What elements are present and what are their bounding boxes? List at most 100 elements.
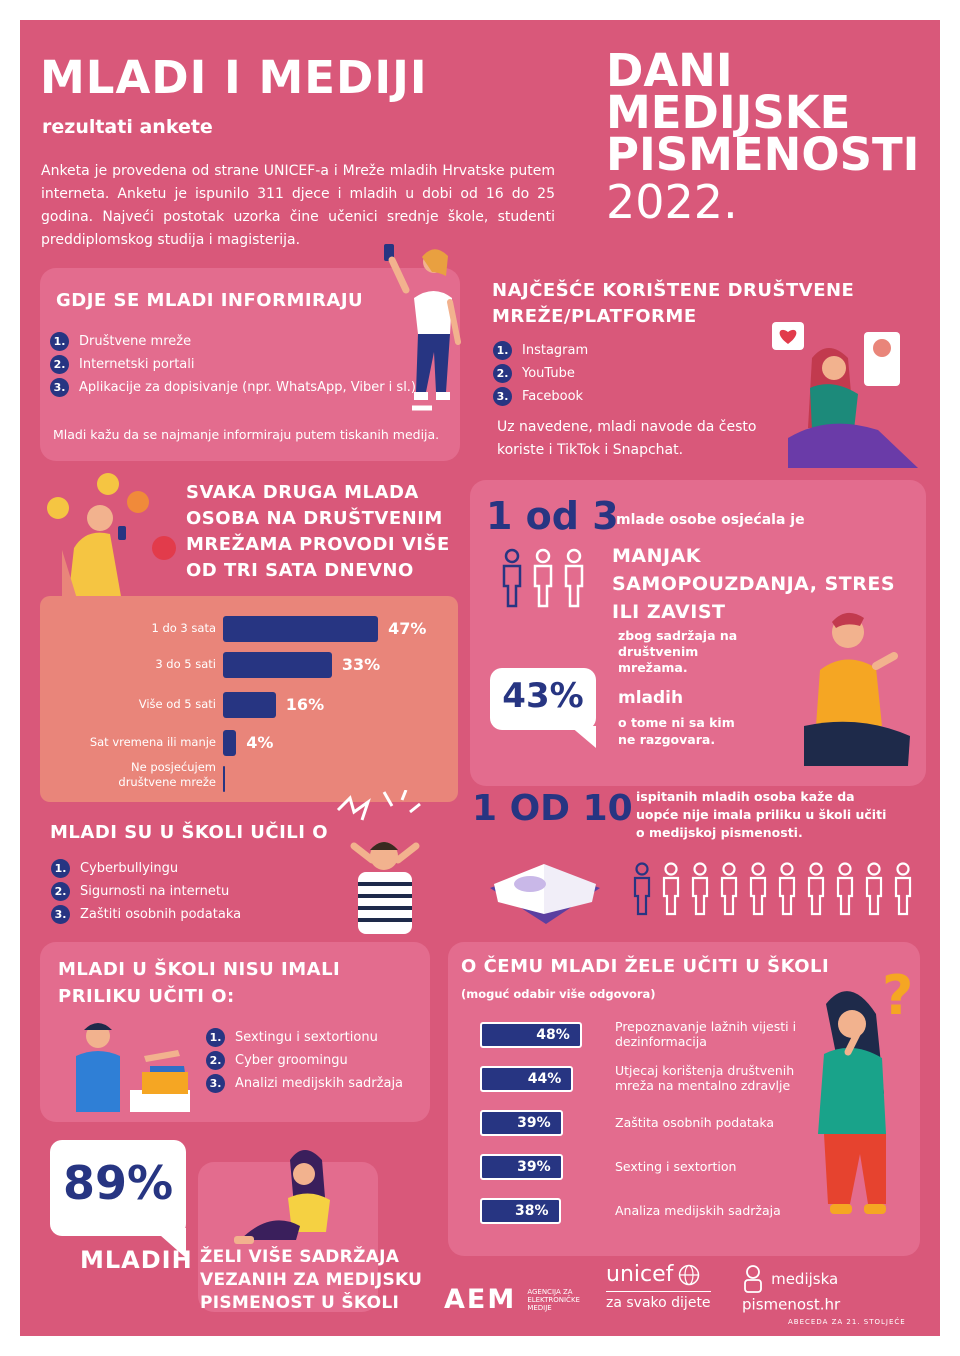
people-icons-1-of-10 bbox=[633, 862, 912, 916]
event-year: 2022. bbox=[606, 175, 738, 229]
person-icon bbox=[662, 862, 680, 916]
number-badge: 3. bbox=[51, 905, 70, 924]
aem-logo-text: AGENCIJA ZA ELEKTRONIČKE MEDIJE bbox=[527, 1288, 580, 1312]
chart-value-label: 48% bbox=[536, 1027, 570, 1043]
open-book-illustration bbox=[490, 864, 600, 924]
list-item: 3. Analizi medijskih sadržaja bbox=[206, 1072, 403, 1095]
person-icon bbox=[778, 862, 796, 916]
platforms-note: Uz navedene, mladi navode da često koris… bbox=[497, 419, 757, 458]
school-learned-title: MLADI SU U ŠKOLI UČILI O bbox=[50, 822, 329, 843]
feelings-lead: mlade osobe osjećala je bbox=[616, 512, 805, 528]
person-icon bbox=[691, 862, 709, 916]
chart-category-label: Analiza medijskih sadržaja bbox=[615, 1203, 781, 1218]
people-chat-icon bbox=[744, 1265, 762, 1293]
list-item: 1. Instagram bbox=[493, 339, 588, 362]
chart-category-label: Više od 5 sati bbox=[138, 697, 216, 711]
feelings-percent-label: mladih bbox=[618, 688, 684, 708]
chart-value-label: 44% bbox=[527, 1071, 562, 1087]
speech-bubble-tail bbox=[152, 1228, 186, 1258]
stressed-boy-illustration bbox=[336, 790, 421, 934]
list-item-label: Aplikacije za dopisivanje (npr. WhatsApp… bbox=[79, 380, 417, 395]
one-of-ten-text: ispitanih mladih osoba kaže da uopće nij… bbox=[636, 789, 887, 840]
sitting-girl-phone-illustration bbox=[234, 1150, 330, 1244]
inform-card bbox=[40, 268, 460, 461]
list-item: 2. Cyber groomingu bbox=[206, 1049, 403, 1072]
infographic-page: MLADI I MEDIJI rezultati ankete Anketa j… bbox=[20, 20, 940, 1336]
chart-value-label: 39% bbox=[517, 1115, 551, 1131]
number-badge: 1. bbox=[206, 1028, 225, 1047]
speech-bubble-43 bbox=[490, 668, 596, 730]
platforms-list: 1. Instagram 2. YouTube 3. Facebook bbox=[493, 339, 588, 408]
list-item-label: Cyberbullyingu bbox=[80, 861, 179, 876]
platforms-title: NAJČEŠĆE KORIŠTENE DRUŠTVENE MREŽE/PLATF… bbox=[492, 280, 855, 327]
mp-name: medijska pismenost.hr bbox=[742, 1270, 841, 1314]
chart-value-label: 16% bbox=[285, 695, 325, 714]
people-icons-1-of-3 bbox=[502, 548, 584, 608]
chart-value-label: 39% bbox=[517, 1159, 551, 1175]
number-badge: 3. bbox=[50, 378, 69, 397]
unicef-tagline: za svako dijete bbox=[606, 1291, 711, 1311]
chart-bar bbox=[223, 652, 332, 678]
number-badge: 2. bbox=[50, 355, 69, 374]
feelings-highlight: MANJAK SAMOPOUZDANJA, STRES ILI ZAVIST bbox=[612, 545, 896, 623]
one-of-ten-ratio: 1 OD 10 bbox=[472, 788, 633, 829]
school-missing-list: 1. Sextingu i sextortionu 2. Cyber groomin… bbox=[206, 1026, 403, 1095]
list-item-label: Sigurnosti na internetu bbox=[80, 884, 230, 899]
wants-chart: 48% Prepoznavanje lažnih vijesti i dezinf… bbox=[460, 1016, 800, 1240]
feelings-cause: zbog sadržaja na društvenim mrežama. bbox=[618, 628, 738, 675]
list-item-label: Zaštiti osobnih podataka bbox=[80, 907, 242, 922]
person-icon bbox=[836, 862, 854, 916]
crying-woman-illustration bbox=[804, 612, 910, 766]
chart-bar: 44% bbox=[480, 1066, 574, 1092]
list-item: 2. YouTube bbox=[493, 362, 588, 385]
list-item-label: YouTube bbox=[522, 366, 575, 381]
unicef-wordmark: unicef bbox=[606, 1262, 674, 1287]
inform-note: Mladi kažu da se najmanje informiraju pu… bbox=[53, 427, 440, 442]
chart-category-label: Ne posjećujem društvene mreže bbox=[118, 760, 216, 789]
chart-bar: 48% bbox=[480, 1022, 582, 1048]
aem-logo-mark: AEM bbox=[444, 1284, 517, 1315]
number-badge: 3. bbox=[493, 387, 512, 406]
list-item-label: Društvene mreže bbox=[79, 334, 192, 349]
speech-bubble-89 bbox=[50, 1140, 186, 1236]
thinking-girl-illustration: ? bbox=[818, 964, 913, 1214]
person-icon bbox=[807, 862, 825, 916]
chart-bar bbox=[223, 730, 237, 756]
person-icon bbox=[865, 862, 883, 916]
aem-logo: AEM AGENCIJA ZA ELEKTRONIČKE MEDIJE bbox=[444, 1284, 591, 1316]
event-title-line3: PISMENOSTI bbox=[606, 128, 920, 181]
number-badge: 2. bbox=[493, 364, 512, 383]
feelings-percent-text: o tome ni sa kim ne razgovara. bbox=[618, 715, 735, 747]
page-subtitle: rezultati ankete bbox=[42, 116, 213, 138]
mp-tagline: ABECEDA ZA 21. STOLJEĆE bbox=[788, 1317, 906, 1326]
number-badge: 3. bbox=[206, 1074, 225, 1093]
chart-value-label: 4% bbox=[246, 733, 274, 752]
list-item: 3. Aplikacije za dopisivanje (npr. WhatsA… bbox=[50, 376, 416, 399]
more-content-text: ŽELI VIŠE SADRŽAJA VEZANIH ZA MEDIJSKU P… bbox=[200, 1247, 423, 1313]
chart-category-label: Zaštita osobnih podataka bbox=[615, 1115, 775, 1130]
girl-sitting-illustration bbox=[772, 322, 918, 468]
list-item-label: Internetski portali bbox=[79, 357, 195, 372]
person-icon bbox=[720, 862, 738, 916]
intro-text: Anketa je provedena od strane UNICEF-a i… bbox=[41, 163, 555, 248]
list-item-label: Sextingu i sextortionu bbox=[235, 1030, 378, 1045]
girl-with-phone-illustration bbox=[384, 244, 461, 411]
list-item: 3. Facebook bbox=[493, 385, 588, 408]
arguing-people-illustration bbox=[76, 1023, 190, 1112]
wants-subtitle: (moguć odabir više odgovora) bbox=[461, 987, 656, 1001]
chart-value-label: 47% bbox=[388, 619, 427, 638]
event-title-line2: MEDIJSKE bbox=[606, 86, 851, 139]
number-badge: 1. bbox=[50, 332, 69, 351]
chart-category-label: Sat vremena ili manje bbox=[89, 735, 216, 749]
list-item-label: Analizi medijskih sadržaja bbox=[235, 1076, 404, 1091]
list-item: 2. Internetski portali bbox=[50, 353, 416, 376]
list-item: 1. Društvene mreže bbox=[50, 330, 416, 353]
feelings-percent: 43% bbox=[502, 676, 584, 716]
time-title: SVAKA DRUGA MLADA OSOBA NA DRUŠTVENIM MR… bbox=[186, 482, 450, 581]
list-item: 2. Sigurnosti na internetu bbox=[51, 880, 241, 903]
chart-bar: 38% bbox=[480, 1198, 561, 1224]
list-item: 1. Cyberbullyingu bbox=[51, 857, 241, 880]
chart-category-label: 1 do 3 sata bbox=[151, 621, 216, 635]
person-icon bbox=[894, 862, 912, 916]
more-content-percent: 89% bbox=[62, 1156, 174, 1210]
